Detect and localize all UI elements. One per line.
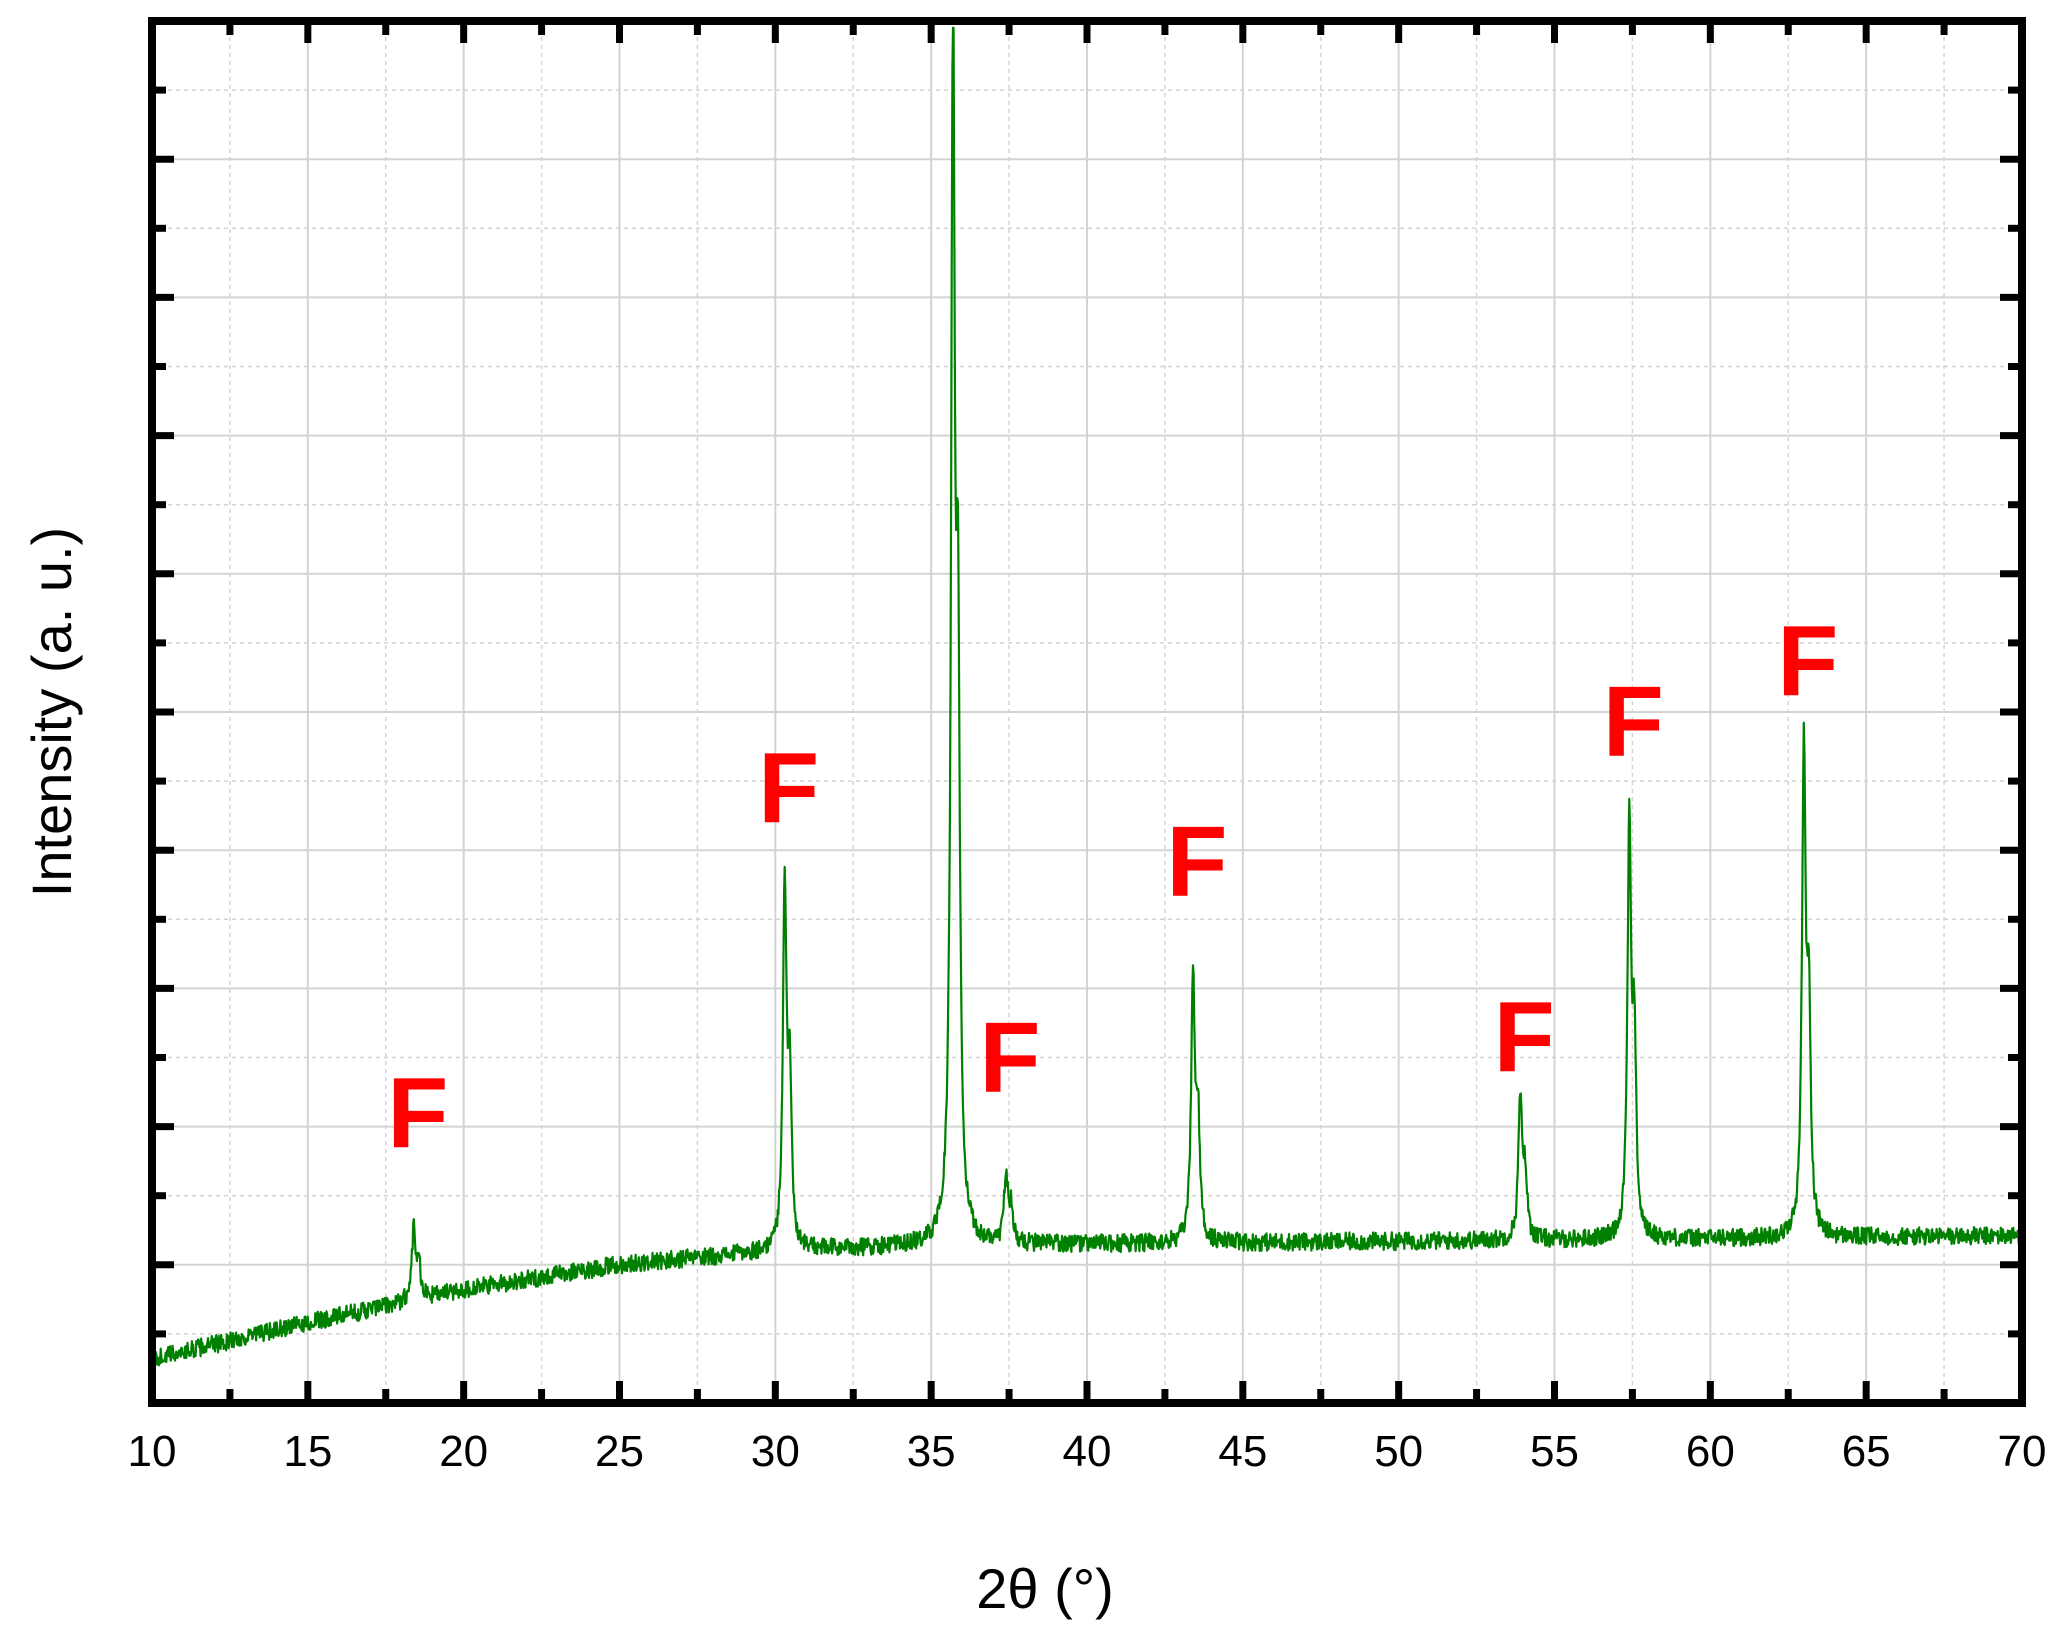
peak-label-f: F — [1166, 806, 1227, 918]
peak-label-f: F — [1494, 981, 1555, 1093]
x-tick-label: 35 — [907, 1427, 956, 1476]
x-tick-label: 10 — [128, 1427, 177, 1476]
x-tick-label: 15 — [283, 1427, 332, 1476]
axis-ticks — [148, 21, 2026, 1403]
peak-annotations: F F F F F F F F — [387, 0, 1838, 1169]
x-tick-label: 30 — [751, 1427, 800, 1476]
x-tick-label: 25 — [595, 1427, 644, 1476]
peak-label-f: F — [387, 1057, 448, 1169]
x-tick-label: 45 — [1218, 1427, 1267, 1476]
series-line — [150, 26, 2024, 1368]
x-tick-label: 55 — [1530, 1427, 1579, 1476]
peak-label-f: F — [926, 0, 987, 2]
peak-label-f: F — [1777, 605, 1838, 717]
x-tick-label: 65 — [1842, 1427, 1891, 1476]
x-tick-label: 70 — [1998, 1427, 2047, 1476]
x-tick-label: 40 — [1063, 1427, 1112, 1476]
x-tick-labels: 10 15 20 25 30 35 40 45 50 55 60 65 70 — [128, 1427, 2047, 1476]
x-tick-label: 50 — [1374, 1427, 1423, 1476]
grid-lines — [152, 21, 2022, 1403]
x-axis-title: 2θ (°) — [976, 1557, 1114, 1620]
peak-label-f: F — [979, 1002, 1040, 1114]
peak-label-f: F — [758, 733, 819, 845]
y-axis-title: Intensity (a. u.) — [20, 527, 83, 897]
x-tick-label: 60 — [1686, 1427, 1735, 1476]
peak-label-f: F — [1603, 666, 1664, 778]
x-tick-label: 20 — [439, 1427, 488, 1476]
